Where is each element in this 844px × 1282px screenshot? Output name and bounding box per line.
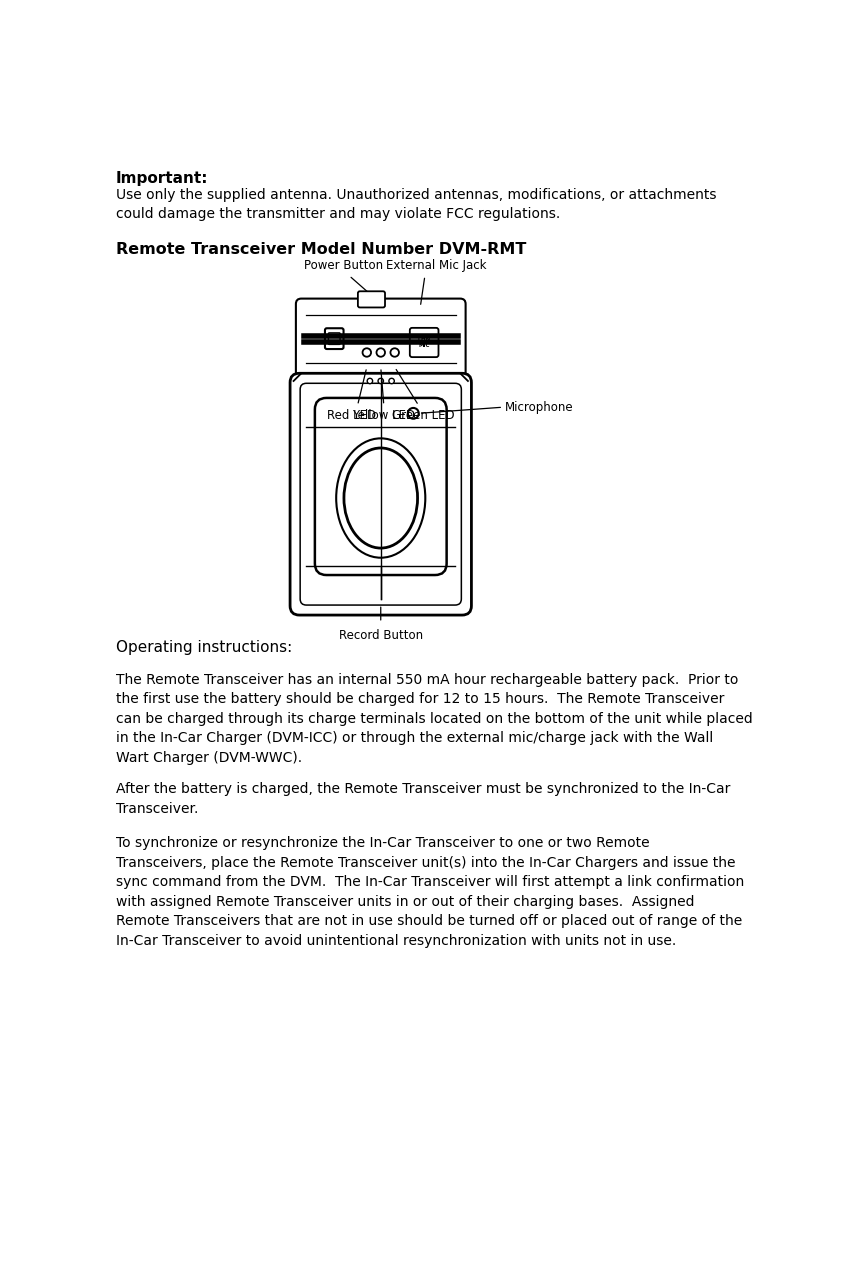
- FancyBboxPatch shape: [295, 299, 465, 378]
- Circle shape: [388, 378, 394, 383]
- Circle shape: [367, 378, 372, 383]
- Text: The Remote Transceiver has an internal 550 mA hour rechargeable battery pack.  P: The Remote Transceiver has an internal 5…: [116, 673, 751, 765]
- Circle shape: [390, 349, 398, 356]
- Text: Microphone: Microphone: [504, 401, 573, 414]
- Text: Green LED: Green LED: [392, 409, 454, 422]
- FancyBboxPatch shape: [328, 333, 339, 345]
- Text: Red LED: Red LED: [327, 409, 376, 422]
- FancyBboxPatch shape: [409, 328, 438, 358]
- Text: To synchronize or resynchronize the In-Car Transceiver to one or two Remote
Tran: To synchronize or resynchronize the In-C…: [116, 836, 743, 947]
- Text: Yellow LED: Yellow LED: [352, 409, 415, 422]
- Circle shape: [362, 349, 371, 356]
- Text: Record Button: Record Button: [338, 628, 422, 641]
- Text: External Mic Jack: External Mic Jack: [386, 259, 486, 272]
- Text: Operating instructions:: Operating instructions:: [116, 641, 292, 655]
- FancyBboxPatch shape: [289, 373, 471, 615]
- Text: CHN
MIC: CHN MIC: [417, 337, 430, 347]
- Text: Remote Transceiver Model Number DVM-RMT: Remote Transceiver Model Number DVM-RMT: [116, 241, 526, 256]
- Text: Use only the supplied antenna. Unauthorized antennas, modifications, or attachme: Use only the supplied antenna. Unauthori…: [116, 188, 716, 222]
- Circle shape: [377, 378, 383, 383]
- Text: Power Button: Power Button: [304, 259, 382, 272]
- FancyBboxPatch shape: [325, 328, 344, 349]
- FancyBboxPatch shape: [358, 291, 385, 308]
- Text: Important:: Important:: [116, 171, 208, 186]
- Circle shape: [376, 349, 385, 356]
- Text: After the battery is charged, the Remote Transceiver must be synchronized to the: After the battery is charged, the Remote…: [116, 782, 729, 815]
